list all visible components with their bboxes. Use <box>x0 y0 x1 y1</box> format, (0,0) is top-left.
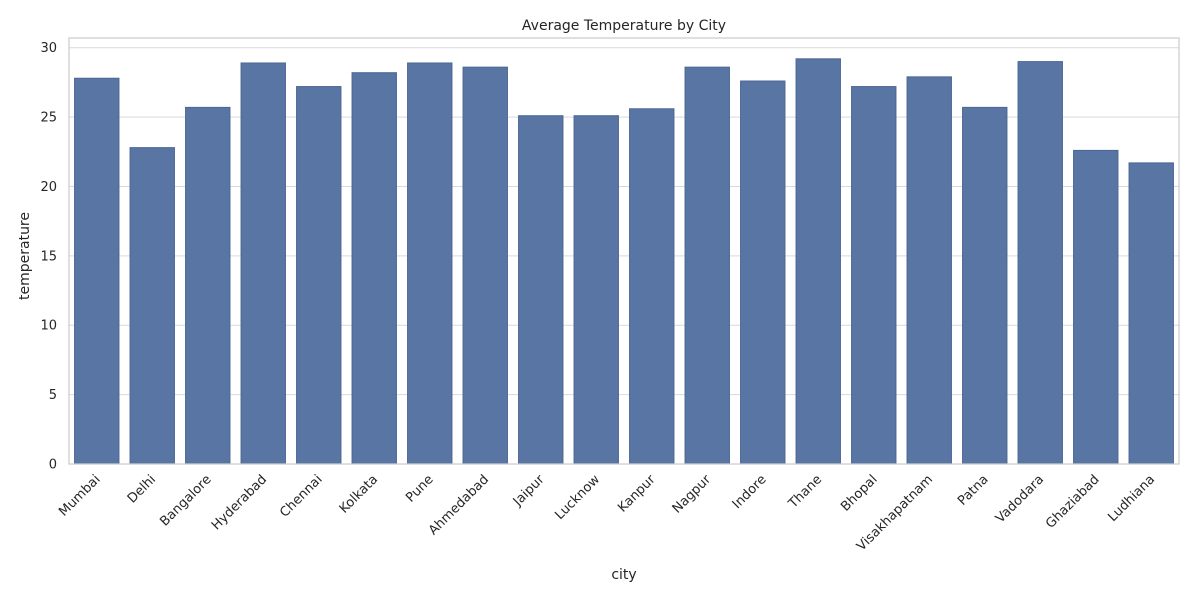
bar-lucknow <box>573 115 619 465</box>
x-tick-label: Thane <box>785 472 825 512</box>
plot-frame <box>68 37 1180 465</box>
x-tick-label: Ghaziabad <box>1043 472 1103 532</box>
bar-ludhiana <box>1128 162 1174 465</box>
x-tick-label: Delhi <box>125 472 159 506</box>
bar-kanpur <box>629 108 675 465</box>
chart-title: Average Temperature by City <box>522 18 726 34</box>
bar-nagpur <box>684 66 730 465</box>
bar-vadodara <box>1017 61 1063 465</box>
y-tick-label: 25 <box>40 111 57 126</box>
y-tick-label: 5 <box>49 388 57 403</box>
bars <box>74 58 1174 465</box>
y-tick-label: 0 <box>49 458 57 473</box>
bar-mumbai <box>74 77 120 465</box>
x-tick-label: Lucknow <box>552 472 603 523</box>
x-tick-label: Bangalore <box>157 472 214 529</box>
bar-ahmedabad <box>462 66 508 465</box>
axes-frame <box>68 37 1180 465</box>
y-tick-label: 20 <box>40 180 57 195</box>
bar-delhi <box>129 147 175 465</box>
x-tick-label: Kolkata <box>337 472 381 516</box>
bar-bangalore <box>185 106 231 465</box>
bar-bhopal <box>851 86 897 465</box>
x-tick-label: Bhopal <box>838 472 880 514</box>
x-tick-label: Ludhiana <box>1105 472 1158 525</box>
y-tick-label: 30 <box>40 41 57 56</box>
bar-thane <box>795 58 841 465</box>
bar-kolkata <box>351 72 397 465</box>
y-tick-label: 15 <box>40 249 57 264</box>
x-tick-label: Nagpur <box>670 472 715 517</box>
x-tick-label: Chennai <box>277 472 325 520</box>
x-tick-label: Vadodara <box>993 472 1047 526</box>
x-tick-label: Indore <box>730 472 770 512</box>
x-tick-label: Pune <box>403 472 436 505</box>
bar-ghaziabad <box>1073 149 1119 465</box>
bar-hyderabad <box>240 62 286 465</box>
y-tick-label: 10 <box>40 319 57 334</box>
x-tick-label: Jaipur <box>510 472 548 510</box>
bar-pune <box>407 62 453 465</box>
x-tick-label: Patna <box>955 472 991 508</box>
x-axis-label: city <box>611 567 636 583</box>
gridlines <box>69 47 1179 465</box>
x-tick-label: Mumbai <box>56 472 103 519</box>
y-axis-label: temperature <box>17 212 33 300</box>
bar-jaipur <box>518 115 564 465</box>
x-tick-label: Ahmedabad <box>426 472 492 538</box>
y-axis-ticks: 0 5 10 15 20 25 30 <box>40 41 57 472</box>
x-tick-label: Hyderabad <box>209 472 270 533</box>
x-tick-label: Kanpur <box>615 472 659 516</box>
bar-visakhapatnam <box>906 76 952 465</box>
bar-indore <box>740 80 786 465</box>
bar-patna <box>962 106 1008 465</box>
bar-chennai <box>296 86 342 465</box>
